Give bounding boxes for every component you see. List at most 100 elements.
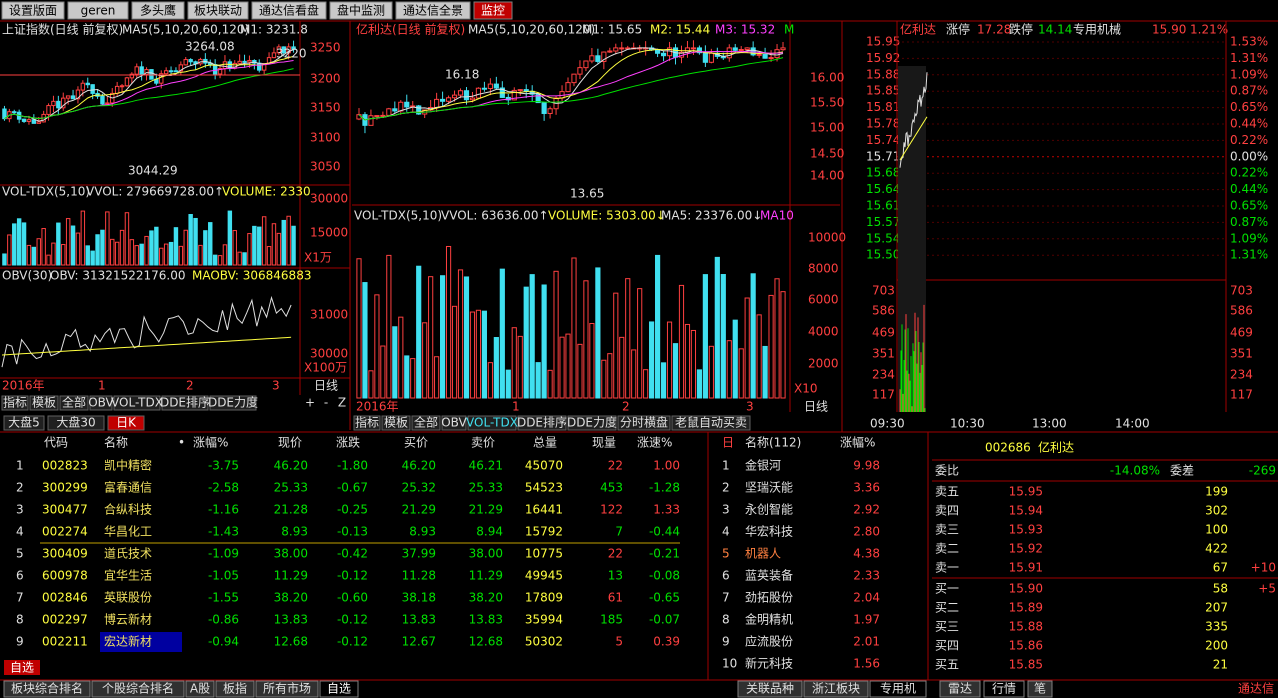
rank-value: 9.98: [853, 459, 880, 473]
bottom-tab-label[interactable]: 雷达: [948, 682, 972, 696]
volume-bar: [565, 333, 571, 399]
tool-tab-label[interactable]: VOL-TDX: [466, 416, 518, 430]
candle: [85, 82, 90, 86]
tool-tab-label[interactable]: 全部: [62, 395, 86, 410]
nav-button[interactable]: Z: [338, 396, 346, 410]
tool-tab: [671, 415, 751, 431]
top-tab[interactable]: 通达信看盘: [259, 3, 319, 18]
volume-bar: [631, 349, 637, 399]
tool-tab-label[interactable]: 分时横盘: [620, 415, 668, 430]
axis-label: 16.00: [810, 71, 844, 85]
cell: 38.20: [469, 591, 503, 605]
chart-tab-label[interactable]: 大盘30: [56, 415, 95, 430]
cell: 37.99: [402, 547, 436, 561]
volume-bar: [583, 280, 589, 399]
tool-tab-label[interactable]: VOL-TDX: [111, 396, 163, 410]
cell: 宜华生活: [104, 568, 152, 583]
cell: 002211: [42, 635, 88, 649]
nav-button[interactable]: +: [305, 396, 315, 410]
brand: 通达信: [1238, 682, 1274, 696]
top-tab[interactable]: 通达信全景: [403, 3, 463, 18]
level-volume: 200: [1205, 639, 1228, 653]
label: 15.90: [1152, 23, 1186, 37]
top-tab[interactable]: geren: [81, 4, 116, 18]
chart-tab-label[interactable]: 日K: [116, 416, 137, 430]
candle: [469, 97, 476, 101]
volume-bar: [595, 267, 601, 399]
volume-bar: [114, 241, 120, 266]
cell: 8.93: [281, 525, 308, 539]
tool-tab-label[interactable]: 全部: [414, 415, 438, 430]
top-tab[interactable]: 设置版面: [9, 4, 57, 18]
candle: [119, 85, 125, 88]
bottom-tab: [215, 680, 255, 698]
tool-tab-label[interactable]: DDE排序: [517, 415, 567, 430]
rank-no: 6: [722, 569, 730, 583]
volume-bar: [678, 284, 685, 399]
bottom-tab-label[interactable]: 板块综合排名: [11, 681, 83, 696]
cell: 11.29: [274, 569, 308, 583]
tool-tab-label[interactable]: DDE力度: [208, 395, 258, 410]
candle: [134, 66, 139, 75]
top-tab[interactable]: 多头鹰: [140, 3, 176, 18]
bottom-tab-label[interactable]: 关联品种: [746, 682, 794, 696]
top-tab[interactable]: 板块联动: [194, 4, 242, 18]
candle: [291, 46, 296, 50]
volume-bar: [416, 265, 422, 399]
volume-bar: [31, 246, 37, 266]
tool-tab-label[interactable]: 老鼠自动买卖: [675, 416, 747, 430]
tool-tab-label[interactable]: OBV: [88, 396, 114, 410]
candle: [481, 87, 487, 90]
time-label: 09:30: [870, 417, 905, 431]
volume-bar: [517, 335, 523, 399]
label: 1.21%: [1190, 23, 1228, 37]
bottom-tab-label[interactable]: 行情: [992, 682, 1016, 696]
axis-label: 15.50: [810, 96, 844, 110]
volume-bar: [726, 340, 732, 399]
candle: [655, 49, 661, 54]
bottom-tab-label[interactable]: 板指: [223, 681, 247, 696]
top-tab[interactable]: 盘中监测: [337, 3, 385, 18]
tool-tab-label[interactable]: OBV: [441, 416, 467, 430]
label: 专用机械: [1073, 22, 1121, 37]
volume-bar: [374, 294, 380, 399]
tool-tab-label[interactable]: 模板: [32, 396, 56, 410]
cell: 7: [16, 591, 24, 605]
tool-tab-label[interactable]: 模板: [384, 416, 408, 430]
volume-bar: [541, 284, 547, 399]
tool-tab-label[interactable]: 指标: [3, 395, 27, 410]
bottom-tab-label[interactable]: 个股综合排名: [102, 681, 174, 696]
bottom-tab-label[interactable]: 浙江板块: [812, 682, 860, 696]
bottom-tab-label[interactable]: 专用机: [880, 681, 916, 696]
bottom-tab-label[interactable]: 自选: [327, 682, 351, 696]
cell: 300299: [42, 481, 88, 495]
bottom-tab-label[interactable]: A股: [190, 682, 210, 696]
tool-tab-label[interactable]: DDE力度: [567, 415, 617, 430]
volume-bar: [559, 336, 565, 399]
pct-label: 1.31%: [1230, 51, 1268, 65]
axis-label: 351: [1230, 347, 1253, 361]
cell: 16441: [525, 503, 563, 517]
bottom-tab-label[interactable]: 所有市场: [263, 681, 311, 696]
axis-label: 10000: [808, 231, 846, 245]
volume-bar: [547, 369, 553, 399]
top-tab[interactable]: 监控: [481, 4, 505, 18]
tool-tab-label[interactable]: DDE排序: [160, 395, 210, 410]
nav-button[interactable]: -: [324, 396, 328, 410]
pct-label: 1.09%: [1230, 67, 1268, 81]
chart-tab-label[interactable]: 大盘5: [8, 415, 40, 430]
volume-bar: [105, 211, 110, 266]
candle: [768, 57, 774, 60]
tab: [187, 1, 249, 20]
volume-bar: [571, 257, 577, 399]
volume-bar: [469, 311, 476, 399]
volume-bar: [505, 369, 511, 399]
price-label: 15.95: [866, 35, 900, 49]
volume-bar: [16, 218, 22, 266]
candle: [247, 60, 252, 63]
cell: 21.29: [469, 503, 503, 517]
column-header: 涨幅%: [193, 435, 228, 450]
tool-tab-label[interactable]: 指标: [355, 415, 379, 430]
candle: [708, 52, 714, 63]
bottom-tab-label[interactable]: 笔: [1034, 681, 1046, 696]
